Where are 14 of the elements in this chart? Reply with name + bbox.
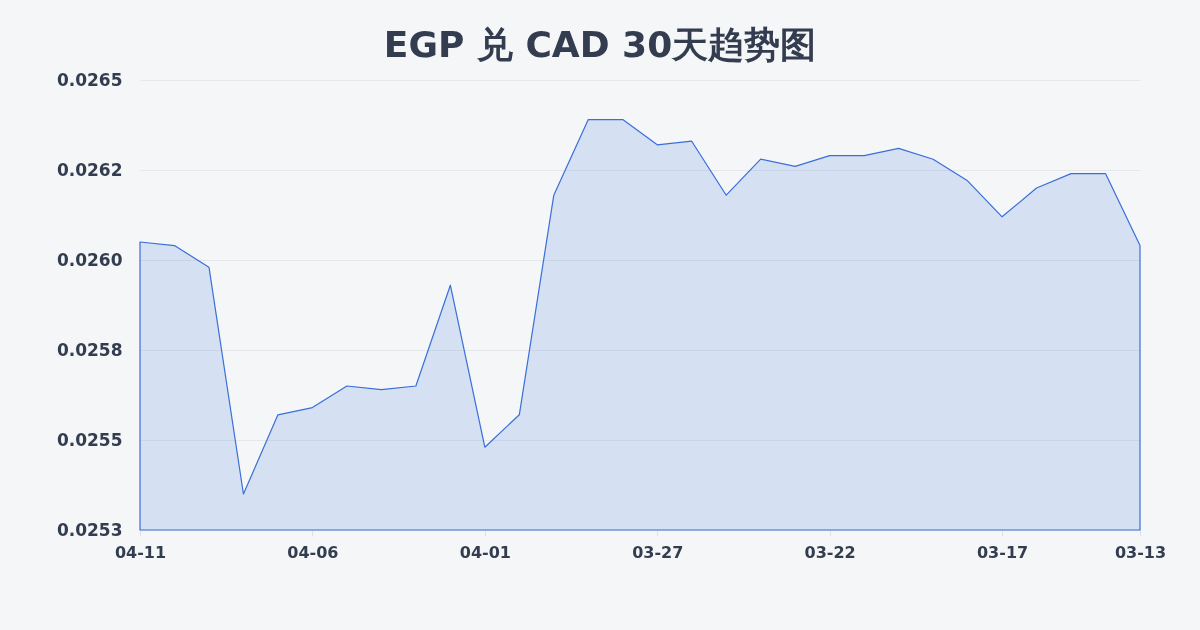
y-tick-label: 0.0255	[56, 429, 123, 450]
x-tick-label: 03-13	[1114, 542, 1167, 562]
y-tick-label: 0.0262	[56, 159, 123, 180]
x-tick-label: 03-27	[632, 542, 684, 562]
y-tick-label: 0.0265	[56, 69, 123, 90]
chart-title: EGP 兑 CAD 30天趋势图	[383, 24, 817, 65]
x-tick-label: 03-17	[976, 542, 1029, 562]
x-tick-label: 04-06	[287, 542, 339, 562]
x-tick-label: 03-22	[804, 542, 856, 562]
y-tick-label: 0.0260	[56, 249, 123, 270]
x-tick-label: 04-11	[114, 542, 167, 562]
x-tick-label: 04-01	[459, 542, 511, 562]
y-tick-label: 0.0253	[56, 519, 123, 540]
y-tick-label: 0.0258	[56, 339, 123, 360]
